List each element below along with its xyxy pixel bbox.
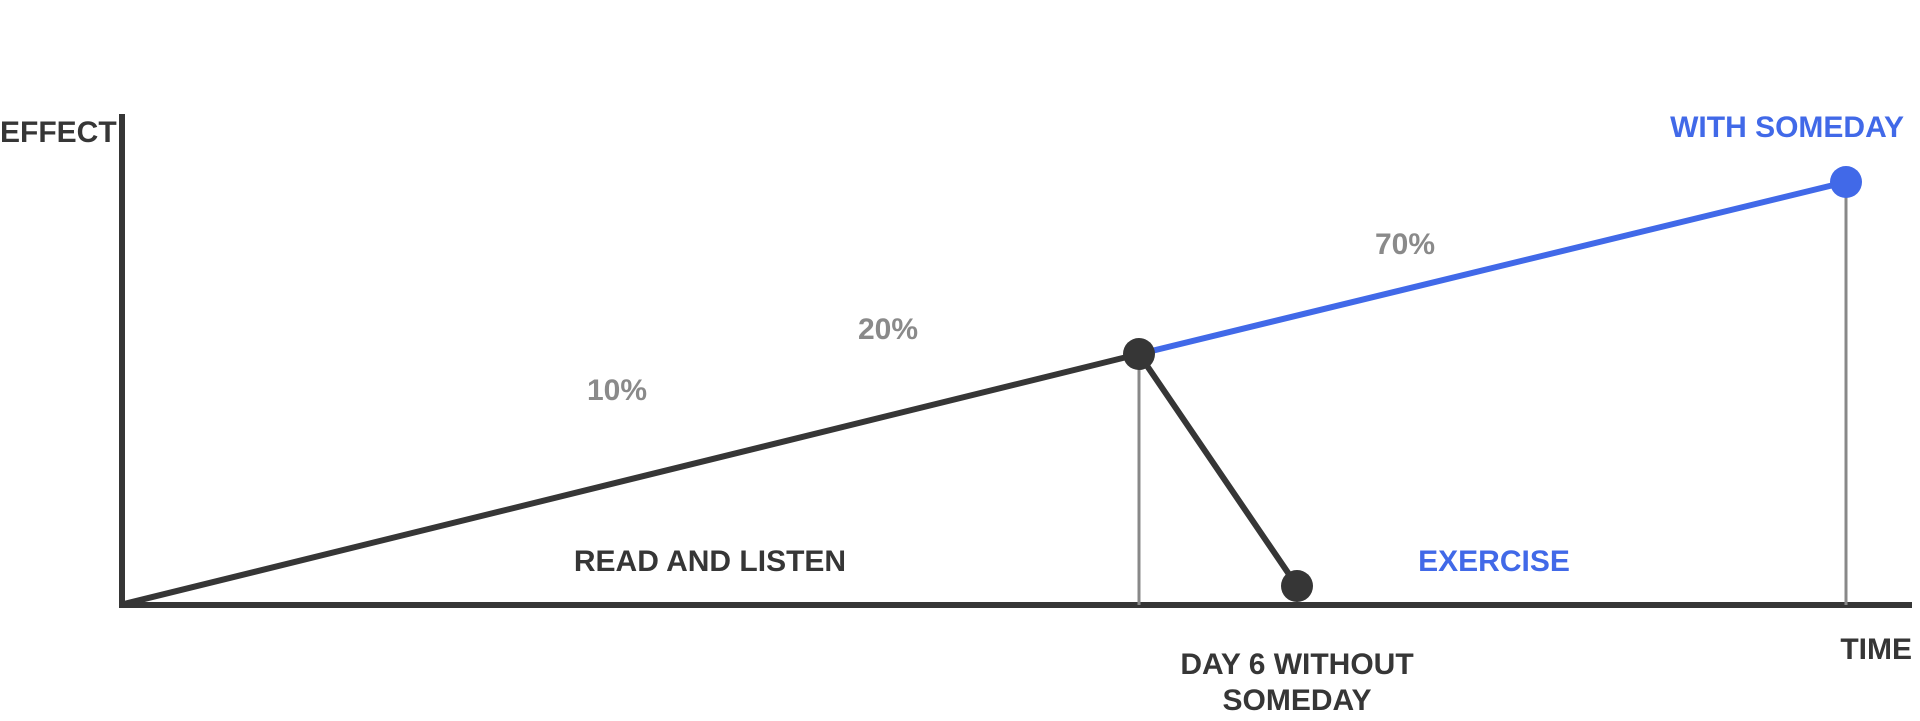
read-and-listen-label: READ AND LISTEN [574, 545, 846, 578]
percent-70-label: 70% [1375, 228, 1435, 261]
x-axis-label: TIME [1840, 633, 1912, 666]
y-axis-label: EFFECT [0, 116, 117, 149]
without-someday-label-line1: DAY 6 WITHOUT [1180, 648, 1413, 681]
with-someday-line [1136, 179, 1849, 357]
without-someday-marker [1281, 570, 1313, 602]
day6-marker [1123, 338, 1155, 370]
without-someday-label-line2: SOMEDAY [1223, 684, 1372, 717]
percent-20-label: 20% [858, 313, 918, 346]
without-someday-drop-line [1136, 351, 1300, 589]
learning-line [121, 351, 1142, 607]
exercise-label: EXERCISE [1418, 545, 1570, 578]
percent-10-label: 10% [587, 374, 647, 407]
with-someday-label: WITH SOMEDAY [1670, 111, 1904, 144]
with-someday-marker [1830, 166, 1862, 198]
